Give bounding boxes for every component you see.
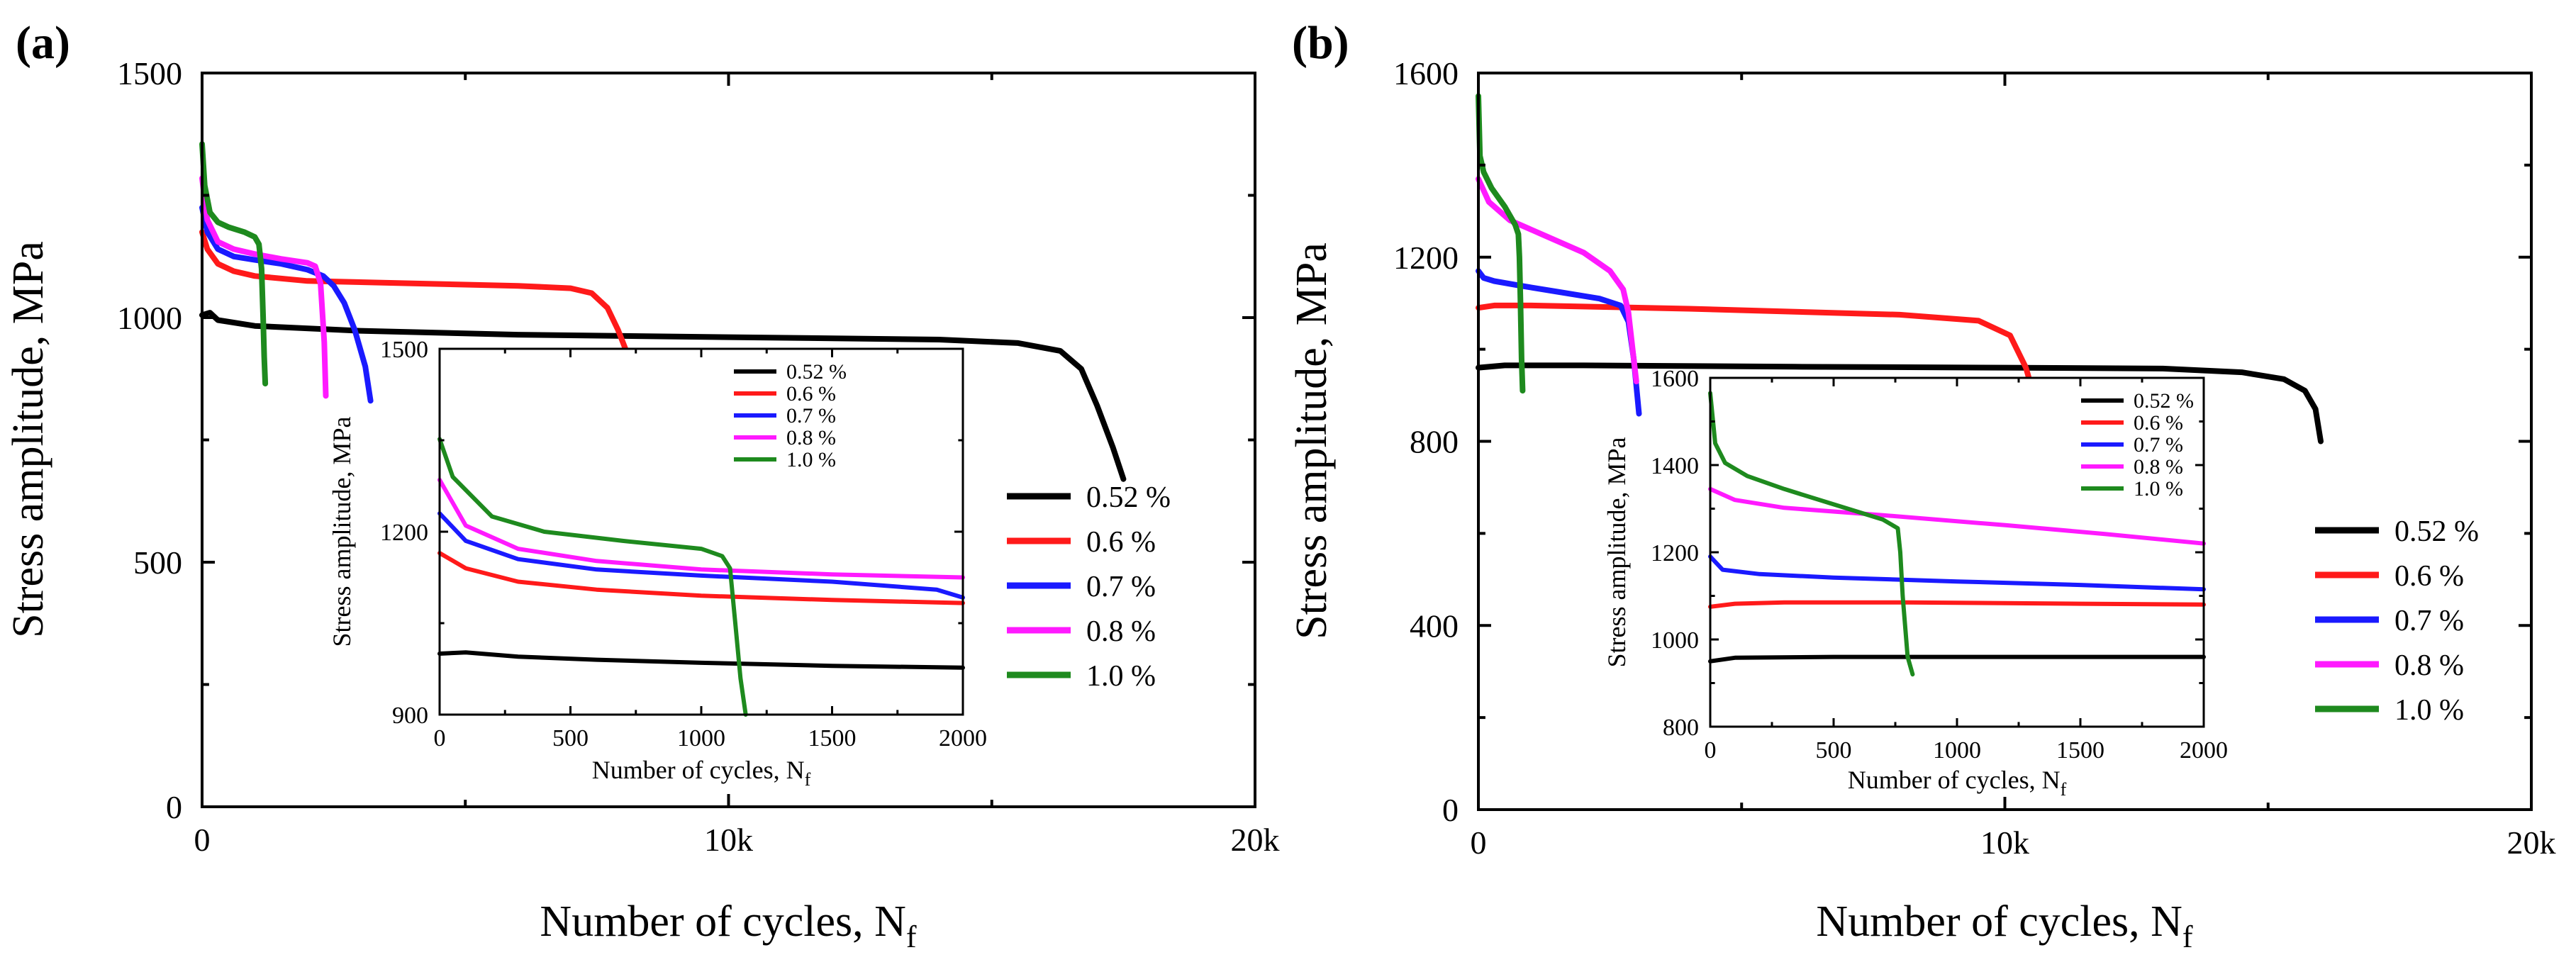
panel-a-main-x-tick-label: 10k: [704, 822, 753, 858]
panel-a-inset-y-tick-label: 1200: [380, 520, 428, 546]
panel-a-inset-x-tick-label: 1500: [808, 725, 857, 751]
panel-b-inset-y-tick-label: 1200: [1651, 540, 1699, 566]
panel-b-main-legend-label-1-0: 1.0 %: [2394, 694, 2464, 727]
panel-b-inset-legend-label-0-52: 0.52 %: [2134, 389, 2194, 413]
panel-b-inset-inset-background: [1710, 378, 2204, 727]
panel-b-main-x-axis-title-subscript: f: [2182, 920, 2193, 954]
panel-a-inset-x-tick-label: 0: [434, 725, 446, 751]
panel-a-main-series-0-7: [199, 204, 374, 404]
panel-b-inset-x-axis-title-subscript: f: [2061, 779, 2067, 800]
panel-a-main-legend-label-0-7: 0.7 %: [1086, 571, 1156, 603]
panel-b-main-x-tick-label: 10k: [1980, 825, 2029, 861]
panel-b-inset-plot: 0 500 1000 1500 2000 800 1000 1200 1400 1600 Numbe…: [1602, 366, 2228, 800]
panel-a-inset-legend-label-1-0: 1.0 %: [786, 448, 836, 471]
panel-a-main-y-tick-label: 1500: [117, 55, 182, 91]
panel-b-main-legend-label-0-52: 0.52 %: [2394, 515, 2479, 548]
panel-b-main-y-axis-title: Stress amplitude, MPa: [1288, 242, 1336, 639]
panel-a-main-y-tick-label: 500: [133, 544, 182, 581]
panel-b-main-series-0-8: [1476, 176, 1639, 385]
panel-a-inset-y-tick-label: 1500: [380, 337, 428, 363]
panel-b-main-y-tick-label: 400: [1410, 608, 1459, 644]
panel-b-inset-x-tick-label: 1500: [2056, 737, 2104, 764]
panel-b-main-series-0-52: [1476, 362, 2324, 445]
panel-a-inset-series-0-7: [437, 511, 965, 600]
panel-b-inset-x-tick-label: 1000: [1933, 737, 1981, 764]
panel-b-main-x-axis-title-text: Number of cycles, N: [1816, 898, 2182, 946]
panel-b-inset-series-1-0: [1708, 391, 1915, 677]
panel-a-main-series-0-8: [199, 175, 329, 399]
panel-a-inset-y-tick-label: 900: [392, 703, 428, 729]
panel-a-main-x-axis-title: Number of cycles, Nf: [540, 898, 917, 954]
panel-a-main-legend-label-0-52: 0.52 %: [1086, 481, 1171, 514]
panel-a-inset-legend-label-0-6: 0.6 %: [786, 382, 836, 406]
panel-b-main-plot: 0 10k 20k 0 400 800 1200 1600 Number of cycles, …: [1288, 55, 2556, 954]
panel-a-inset-x-axis-title: Number of cycles, Nf: [592, 756, 811, 790]
panel-b-main-x-tick-label: 0: [1471, 825, 1487, 861]
panel-b-main-legend-label-0-6: 0.6 %: [2394, 560, 2464, 593]
panel-a-label: (a): [16, 17, 70, 69]
panel-b-main-x-tick-label: 20k: [2507, 825, 2556, 861]
panel-b-main-series-0-7: [1476, 268, 1642, 417]
panel-b-main-y-tick-label: 1600: [1393, 55, 1459, 91]
panel-a-inset-series-1-0: [437, 437, 748, 717]
panel-a-main-series-0-52: [199, 310, 1127, 482]
panel-b-inset-legend-label-0-7: 0.7 %: [2134, 433, 2183, 457]
panel-b-inset-y-tick-label: 1000: [1651, 627, 1699, 654]
panel-a-main-y-tick-label: 1000: [117, 300, 182, 336]
panel-b-inset-series-0-52: [1708, 654, 2206, 664]
panel-a-inset-legend-label-0-8: 0.8 %: [786, 426, 836, 449]
panel-b-inset-legend-label-1-0: 1.0 %: [2134, 477, 2183, 501]
panel-b-inset-legend-label-0-6: 0.6 %: [2134, 411, 2183, 435]
panel-b-inset-x-tick-label: 2000: [2180, 737, 2228, 764]
panel-a-main-x-tick-label: 20k: [1231, 822, 1280, 858]
panel-b-main-legend-label-0-8: 0.8 %: [2394, 649, 2464, 682]
panel-b-main-y-tick-label: 0: [1442, 792, 1459, 828]
panel-a-inset-legend-label-0-7: 0.7 %: [786, 404, 836, 427]
panel-b-inset-y-axis-title: Stress amplitude, MPa: [1602, 437, 1631, 667]
panel-a-main-legend-label-1-0: 1.0 %: [1086, 660, 1156, 693]
panel-b-inset-series-0-7: [1708, 554, 2206, 592]
panel-a-main-x-axis-title-text: Number of cycles, N: [540, 898, 906, 946]
panel-a-inset-x-tick-label: 500: [552, 725, 589, 751]
panel-b-inset-x-axis-title: Number of cycles, Nf: [1848, 766, 2067, 800]
panel-b-main-y-tick-label: 800: [1410, 424, 1459, 460]
panel-a-main-y-axis-title: Stress amplitude, MPa: [4, 241, 52, 638]
panel-a-inset-x-tick-label: 1000: [677, 725, 725, 751]
panel-a-main-x-axis-title-subscript: f: [906, 920, 917, 954]
panel-a-inset-series-0-52: [437, 650, 965, 670]
panel-b-inset-x-tick-label: 500: [1816, 737, 1852, 764]
panel-b-inset-x-axis-title-text: Number of cycles, N: [1848, 766, 2061, 794]
panel-b-main-legend-label-0-7: 0.7 %: [2394, 605, 2464, 637]
panel-a-inset-inset-background: [440, 349, 963, 715]
panel-b-inset-series-0-8: [1708, 486, 2206, 546]
panel-a-main-x-tick-label: 0: [194, 822, 211, 858]
panel-a-main-y-tick-label: 0: [166, 789, 182, 825]
panel-b-inset-x-tick-label: 0: [1705, 737, 1717, 764]
panel-a-inset-series-0-6: [437, 551, 965, 605]
panel-a-inset-x-tick-label: 2000: [939, 725, 987, 751]
panel-b-main-series-1-0: [1476, 93, 1526, 394]
panel-a-inset-x-axis-title-text: Number of cycles, N: [592, 756, 805, 784]
panel-a-inset-x-axis-title-subscript: f: [805, 769, 811, 790]
panel-b-inset-series-0-6: [1708, 600, 2206, 609]
panel-b-inset-y-tick-label: 1600: [1651, 366, 1699, 392]
panel-a-main-legend-label-0-8: 0.8 %: [1086, 615, 1156, 648]
panel-b-inset-y-tick-label: 800: [1663, 715, 1699, 741]
panel-b-main-y-tick-label: 1200: [1393, 240, 1459, 276]
panel-b-inset-y-tick-label: 1400: [1651, 453, 1699, 479]
panel-b: (b) 0 10k 20k 0 400 800 1200 1600 Number of cycl…: [1288, 17, 2556, 954]
panel-a-main-series-1-0: [199, 141, 269, 387]
panel-a-inset-legend-label-0-52: 0.52 %: [786, 360, 847, 384]
panel-b-inset-legend-label-0-8: 0.8 %: [2134, 455, 2183, 479]
panel-a-inset-series-0-8: [437, 477, 965, 580]
panel-b-label: (b): [1292, 17, 1349, 69]
panel-a-inset-y-axis-title: Stress amplitude, MPa: [328, 416, 356, 647]
panel-b-main-x-axis-title: Number of cycles, Nf: [1816, 898, 2193, 954]
panel-a-main-legend-label-0-6: 0.6 %: [1086, 526, 1156, 559]
